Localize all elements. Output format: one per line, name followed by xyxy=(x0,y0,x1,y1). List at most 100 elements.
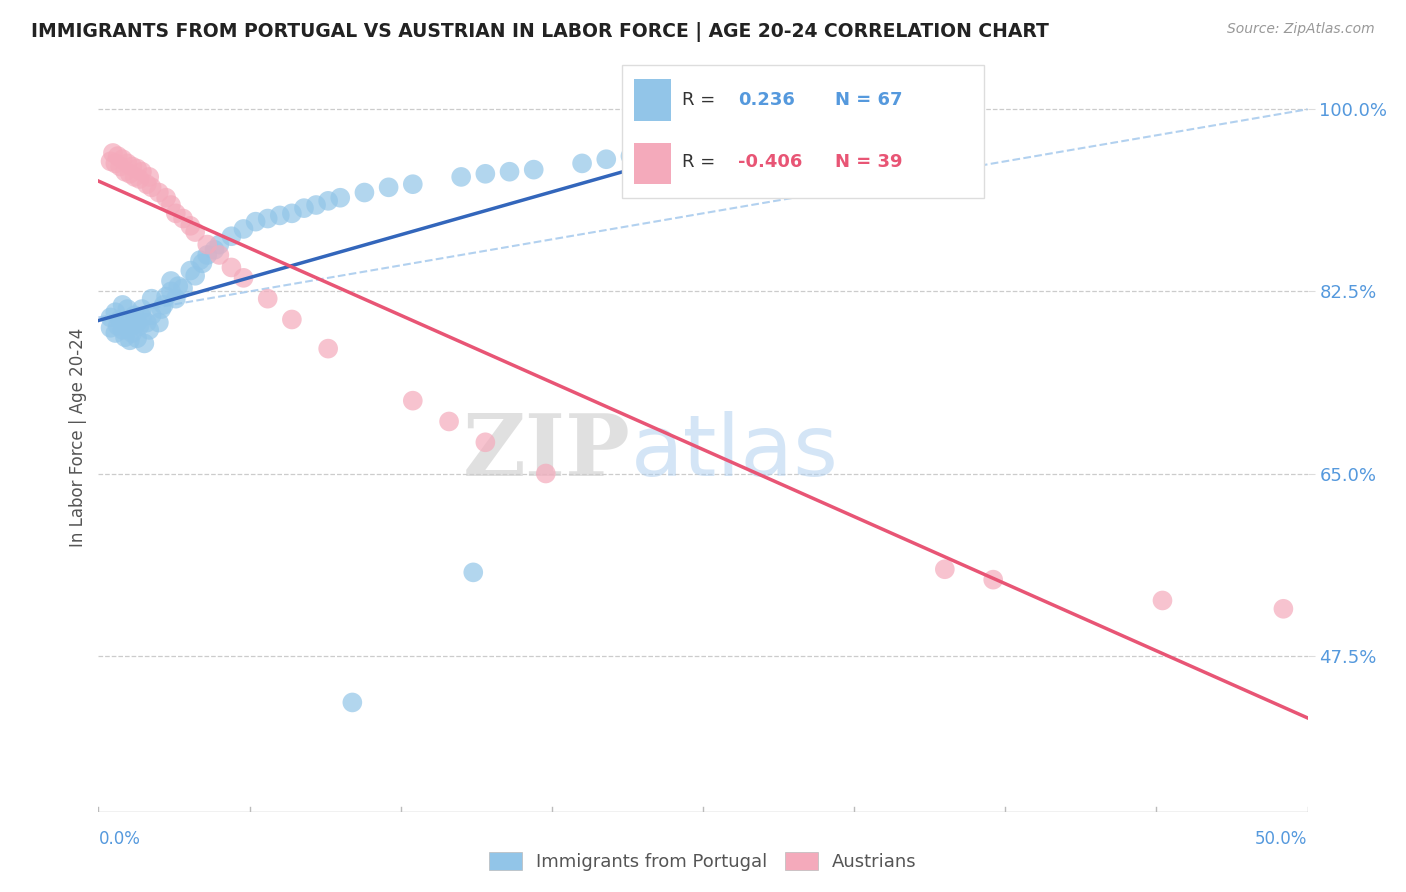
Point xyxy=(108,312,131,326)
Point xyxy=(118,334,141,348)
Point xyxy=(111,152,134,166)
Point xyxy=(934,562,956,576)
Point xyxy=(571,156,593,170)
Point xyxy=(107,149,129,163)
Point xyxy=(152,298,174,312)
Point xyxy=(619,149,641,163)
FancyBboxPatch shape xyxy=(623,65,984,198)
Point xyxy=(128,172,150,186)
Point xyxy=(450,169,472,184)
Point xyxy=(498,164,520,178)
Point xyxy=(204,243,226,257)
Point xyxy=(165,292,187,306)
Point xyxy=(135,316,157,330)
Point xyxy=(127,161,149,176)
Text: R =: R = xyxy=(682,153,721,171)
Point xyxy=(1272,601,1295,615)
Y-axis label: In Labor Force | Age 20-24: In Labor Force | Age 20-24 xyxy=(69,327,87,547)
Point xyxy=(172,211,194,226)
Point xyxy=(232,222,254,236)
Point xyxy=(160,285,183,299)
Point xyxy=(179,219,201,233)
Point xyxy=(221,229,243,244)
Point xyxy=(135,177,157,192)
Text: -0.406: -0.406 xyxy=(738,153,803,171)
FancyBboxPatch shape xyxy=(634,143,671,184)
Point xyxy=(195,237,218,252)
Text: N = 67: N = 67 xyxy=(835,91,903,109)
Point xyxy=(523,162,546,177)
Point xyxy=(474,435,496,450)
Point xyxy=(668,142,690,156)
Point xyxy=(104,305,127,319)
Point xyxy=(474,167,496,181)
Point xyxy=(121,160,143,174)
Point xyxy=(595,152,617,166)
Point xyxy=(121,326,143,340)
Point xyxy=(134,336,156,351)
Point xyxy=(981,573,1004,587)
Point xyxy=(138,323,160,337)
Point xyxy=(644,144,666,158)
Point xyxy=(402,177,425,192)
Point xyxy=(316,194,339,208)
Point xyxy=(167,279,190,293)
Point xyxy=(101,146,124,161)
Point xyxy=(111,298,134,312)
Point xyxy=(124,169,146,184)
Point xyxy=(111,323,134,337)
Text: 0.236: 0.236 xyxy=(738,91,794,109)
Point xyxy=(534,467,557,481)
Point xyxy=(114,330,136,344)
Text: atlas: atlas xyxy=(630,410,838,493)
Point xyxy=(221,260,243,275)
Point xyxy=(208,237,231,252)
Text: ZIP: ZIP xyxy=(463,410,630,494)
Point xyxy=(124,309,146,323)
Point xyxy=(141,309,163,323)
Text: Source: ZipAtlas.com: Source: ZipAtlas.com xyxy=(1227,22,1375,37)
Point xyxy=(1152,593,1174,607)
Point xyxy=(117,156,139,170)
Point xyxy=(117,301,139,317)
Legend: Immigrants from Portugal, Austrians: Immigrants from Portugal, Austrians xyxy=(482,845,924,879)
Point xyxy=(232,271,254,285)
Point xyxy=(245,214,267,228)
Text: N = 39: N = 39 xyxy=(835,153,903,171)
Point xyxy=(269,209,291,223)
Point xyxy=(353,186,375,200)
Point xyxy=(281,312,304,326)
Point xyxy=(195,248,218,262)
Text: 0.0%: 0.0% xyxy=(98,830,141,848)
Point xyxy=(118,316,141,330)
Point xyxy=(188,253,211,268)
Point xyxy=(191,256,214,270)
Point xyxy=(292,201,315,215)
Point xyxy=(107,318,129,333)
Point xyxy=(124,318,146,332)
Point xyxy=(256,211,278,226)
Point xyxy=(402,393,425,408)
Point xyxy=(148,186,170,200)
Point xyxy=(160,274,183,288)
Point xyxy=(172,281,194,295)
Point xyxy=(127,316,149,330)
Point xyxy=(692,138,714,153)
Point xyxy=(127,331,149,345)
Point xyxy=(131,310,153,325)
Point xyxy=(155,289,177,303)
Point xyxy=(184,268,207,283)
Point xyxy=(131,164,153,178)
Point xyxy=(104,326,127,340)
Point xyxy=(118,167,141,181)
Point xyxy=(141,180,163,194)
Point xyxy=(155,191,177,205)
Text: R =: R = xyxy=(682,91,721,109)
Point xyxy=(138,169,160,184)
Point xyxy=(184,225,207,239)
Point xyxy=(100,154,122,169)
Point xyxy=(148,316,170,330)
Point xyxy=(281,206,304,220)
Point xyxy=(128,318,150,333)
Point xyxy=(305,198,328,212)
